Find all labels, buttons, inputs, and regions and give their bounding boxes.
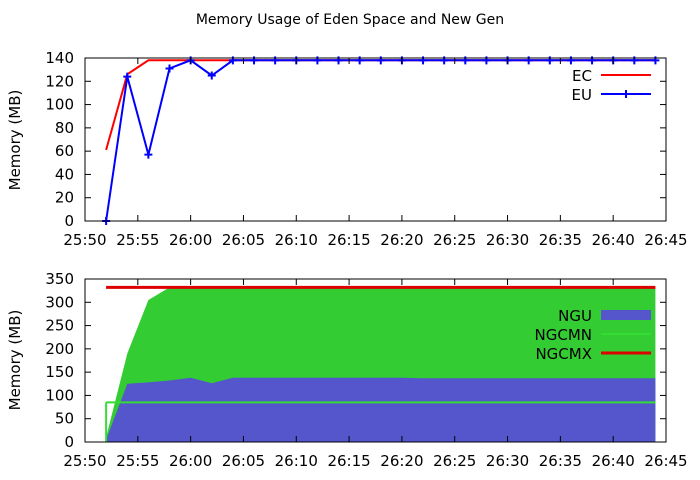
y-tick-label: 200 bbox=[45, 340, 74, 358]
new-gen-chart: 0 50 100 150 200 250 300 350 25:50 25:55 26:00 26:0… bbox=[6, 270, 688, 470]
x-tick-label: 26:25 bbox=[433, 231, 476, 249]
plot-border bbox=[84, 57, 667, 222]
x-tick-label: 26:40 bbox=[592, 231, 635, 249]
x-tick-label: 26:10 bbox=[275, 452, 318, 470]
data-point-eu bbox=[144, 150, 153, 159]
legend-label-ngu: NGU bbox=[558, 307, 592, 325]
legend-label-eu: EU bbox=[572, 86, 592, 104]
y-tick-label: 250 bbox=[45, 317, 74, 335]
x-tick-label: 26:05 bbox=[222, 231, 265, 249]
x-tick-label: 26:35 bbox=[539, 231, 582, 249]
x-tick-label: 26:25 bbox=[433, 452, 476, 470]
eden-space-chart: 0 20 40 60 80 100 120 140 25:50 25:55 26:00 26:05 26… bbox=[6, 49, 688, 249]
x-tick-label: 26:30 bbox=[486, 452, 529, 470]
plot-border bbox=[84, 278, 667, 443]
x-tick-label: 26:45 bbox=[644, 452, 687, 470]
y-tick-label: 150 bbox=[45, 363, 74, 381]
x-tick-label: 26:15 bbox=[327, 452, 370, 470]
chart-title: Memory Usage of Eden Space and New Gen bbox=[196, 12, 504, 28]
x-tick-label: 26:10 bbox=[275, 231, 318, 249]
y-tick-label: 0 bbox=[64, 433, 74, 451]
y-tick-label: 300 bbox=[45, 293, 74, 311]
x-tick-label: 26:40 bbox=[592, 452, 635, 470]
y-tick-label: 100 bbox=[45, 386, 74, 404]
y-tick-label: 350 bbox=[45, 270, 74, 288]
x-tick-label: 26:05 bbox=[222, 452, 265, 470]
y-tick-label: 40 bbox=[55, 165, 74, 183]
x-tick-label: 25:50 bbox=[63, 231, 106, 249]
legend-marker-eu bbox=[622, 90, 630, 98]
x-tick-label: 26:20 bbox=[380, 231, 423, 249]
legend-swatch-ngu bbox=[601, 310, 651, 320]
data-point-eu bbox=[165, 64, 174, 73]
x-tick-label: 25:55 bbox=[116, 452, 159, 470]
y-tick-label: 20 bbox=[55, 189, 74, 207]
y-tick-label: 100 bbox=[45, 96, 74, 114]
x-tick-label: 26:00 bbox=[169, 452, 212, 470]
legend-label-ec: EC bbox=[572, 67, 592, 85]
y-axis-title: Memory (MB) bbox=[6, 310, 24, 411]
y-tick-label: 140 bbox=[45, 49, 74, 67]
x-tick-label: 26:00 bbox=[169, 231, 212, 249]
y-tick-label: 0 bbox=[64, 212, 74, 230]
legend-label-ngcmx: NGCMX bbox=[535, 345, 592, 363]
y-tick-label: 60 bbox=[55, 142, 74, 160]
data-point-eu bbox=[123, 72, 132, 81]
y-tick-label: 50 bbox=[55, 410, 74, 428]
series-area-ngu bbox=[106, 377, 656, 442]
x-tick-label: 26:20 bbox=[380, 452, 423, 470]
y-tick-label: 80 bbox=[55, 119, 74, 137]
x-tick-label: 25:50 bbox=[63, 452, 106, 470]
x-tick-label: 26:30 bbox=[486, 231, 529, 249]
legend: EC EU bbox=[572, 67, 651, 104]
y-tick-label: 120 bbox=[45, 72, 74, 90]
x-tick-label: 26:35 bbox=[539, 452, 582, 470]
x-tick-label: 26:15 bbox=[327, 231, 370, 249]
x-tick-label: 25:55 bbox=[116, 231, 159, 249]
y-axis-title: Memory (MB) bbox=[6, 90, 24, 191]
x-tick-label: 26:45 bbox=[644, 231, 687, 249]
legend-label-ngcmn: NGCMN bbox=[535, 326, 592, 344]
data-point-eu bbox=[207, 71, 216, 80]
legend: NGU NGCMN NGCMX bbox=[535, 307, 651, 363]
